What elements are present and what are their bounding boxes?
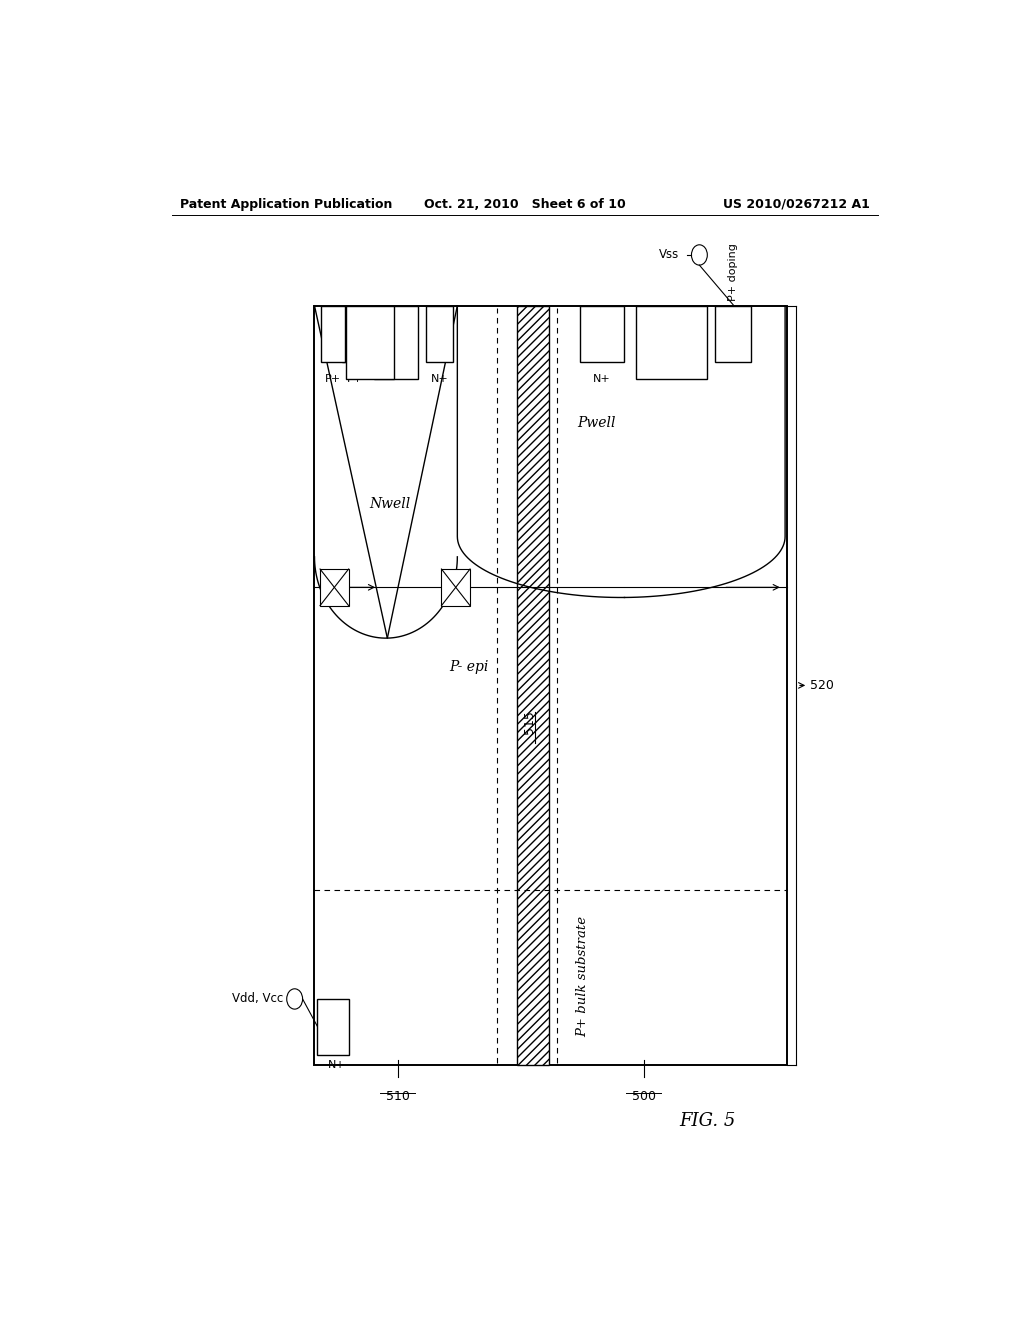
Bar — [441, 569, 470, 606]
Text: N+: N+ — [593, 374, 611, 384]
Bar — [715, 306, 751, 362]
Bar — [321, 306, 345, 362]
Bar — [321, 569, 348, 606]
Bar — [316, 999, 348, 1055]
Bar — [346, 306, 394, 379]
Bar — [314, 306, 786, 1065]
Text: P+: P+ — [347, 374, 364, 384]
Bar — [581, 306, 624, 362]
Text: FIG. 5: FIG. 5 — [679, 1111, 735, 1130]
Text: Oct. 21, 2010   Sheet 6 of 10: Oct. 21, 2010 Sheet 6 of 10 — [424, 198, 626, 211]
Text: P+ doping: P+ doping — [728, 243, 738, 301]
Bar — [426, 306, 454, 362]
Bar — [374, 306, 418, 379]
Text: 500: 500 — [632, 1090, 655, 1104]
Text: P- epi: P- epi — [450, 660, 488, 673]
Text: Nwell: Nwell — [370, 496, 411, 511]
Text: N+: N+ — [431, 374, 449, 384]
Bar — [517, 306, 549, 1065]
Text: 520: 520 — [811, 678, 835, 692]
Text: N+: N+ — [328, 1060, 345, 1071]
Text: Pwell: Pwell — [577, 416, 615, 430]
Text: P+: P+ — [325, 374, 341, 384]
Text: 510: 510 — [386, 1090, 410, 1104]
Text: Patent Application Publication: Patent Application Publication — [179, 198, 392, 211]
Text: P+ bulk substrate: P+ bulk substrate — [577, 916, 590, 1038]
Text: US 2010/0267212 A1: US 2010/0267212 A1 — [723, 198, 870, 211]
Text: Vss: Vss — [659, 248, 680, 261]
Bar — [636, 306, 708, 379]
Text: Vdd, Vcc: Vdd, Vcc — [231, 993, 283, 1006]
Text: 515: 515 — [523, 710, 537, 734]
Bar — [342, 306, 369, 362]
